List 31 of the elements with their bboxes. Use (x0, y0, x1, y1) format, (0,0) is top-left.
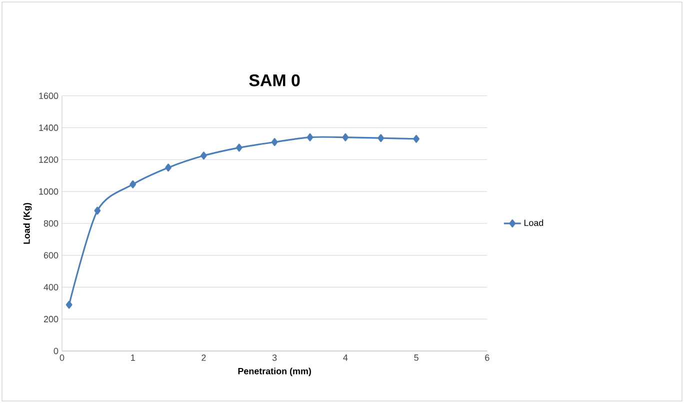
point (130, 180, 136, 188)
point (66, 300, 72, 309)
x-tick-label: 1 (131, 354, 135, 361)
y-tick-label: 200 (44, 316, 58, 322)
point (165, 164, 172, 172)
x-tick-label: 2 (202, 354, 206, 361)
x-tick-label: 3 (272, 354, 277, 361)
x-tick-label: 6 (485, 354, 490, 361)
x-tick-label: 5 (414, 354, 418, 361)
chart-title: SAM 0 (249, 74, 300, 86)
legend-label: Load (524, 219, 544, 226)
point (342, 133, 349, 142)
point (200, 152, 207, 160)
x-tick-label: 4 (343, 354, 348, 361)
x-axis-title: Penetration (mm) (238, 368, 311, 376)
y-tick-label: 1200 (39, 156, 58, 163)
point (378, 134, 384, 142)
point (271, 138, 278, 146)
point (94, 206, 101, 215)
y-tick-label: 600 (44, 252, 58, 258)
y-tick-label: 1400 (39, 124, 58, 131)
x-tick-label: 0 (60, 354, 64, 361)
point (306, 133, 314, 142)
y-tick-label: 1600 (39, 92, 58, 100)
y-tick-label: 0 (54, 348, 58, 354)
y-axis-title: Load (Kg) (23, 202, 32, 244)
point (236, 144, 242, 152)
y-tick-label: 400 (44, 284, 58, 290)
y-tick-label: 1000 (39, 188, 58, 195)
y-tick-label: 800 (44, 220, 58, 227)
point (413, 134, 420, 143)
